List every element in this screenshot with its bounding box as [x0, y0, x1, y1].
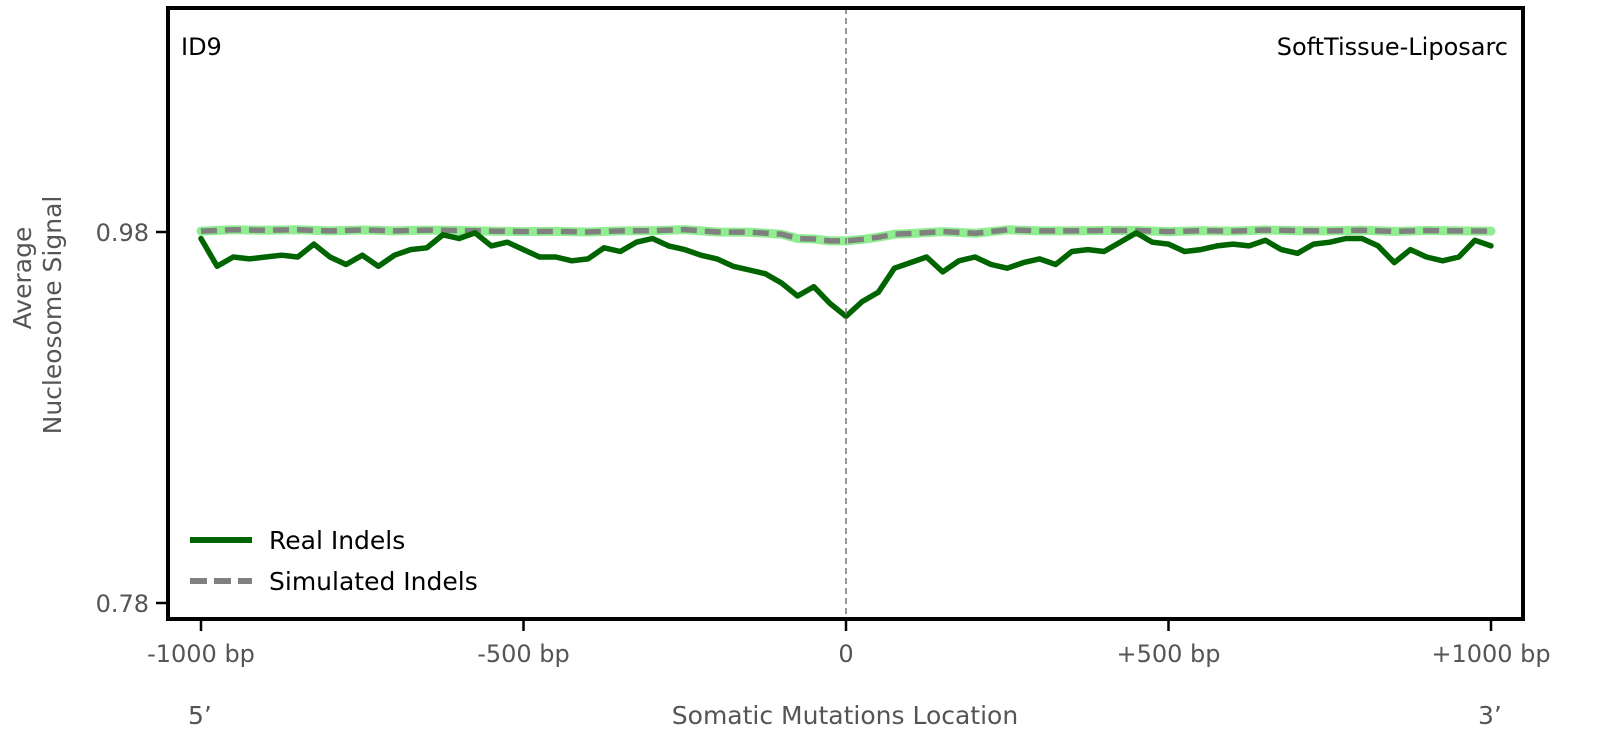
- y-tick-label: 0.98: [96, 219, 149, 247]
- legend-label-simulated-indels: Simulated Indels: [269, 567, 478, 596]
- y-axis-title-line2: Nucleosome Signal: [38, 196, 67, 435]
- legend: Real Indels Simulated Indels: [190, 526, 478, 596]
- y-axis-title-line1: Average: [8, 227, 37, 330]
- strand-5prime-label: 5’: [188, 701, 212, 730]
- x-tick-label: -1000 bp: [147, 640, 255, 668]
- x-tick-label: +1000 bp: [1431, 640, 1550, 668]
- real-indels-line: [198, 230, 1494, 320]
- x-axis: -1000 bp -500 bp 0 +500 bp +1000 bp: [147, 619, 1551, 668]
- signature-label: ID9: [181, 33, 222, 61]
- x-tick-label: 0: [838, 640, 853, 668]
- x-tick-label: +500 bp: [1116, 640, 1220, 668]
- y-axis: 0.98 0.78: [96, 219, 168, 618]
- legend-label-real-indels: Real Indels: [269, 526, 405, 555]
- cancer-type-label: SoftTissue-Liposarc: [1277, 33, 1508, 61]
- x-tick-label: -500 bp: [477, 640, 570, 668]
- x-axis-title: Somatic Mutations Location: [672, 701, 1018, 730]
- strand-3prime-label: 3’: [1478, 701, 1502, 730]
- y-tick-label: 0.78: [96, 590, 149, 618]
